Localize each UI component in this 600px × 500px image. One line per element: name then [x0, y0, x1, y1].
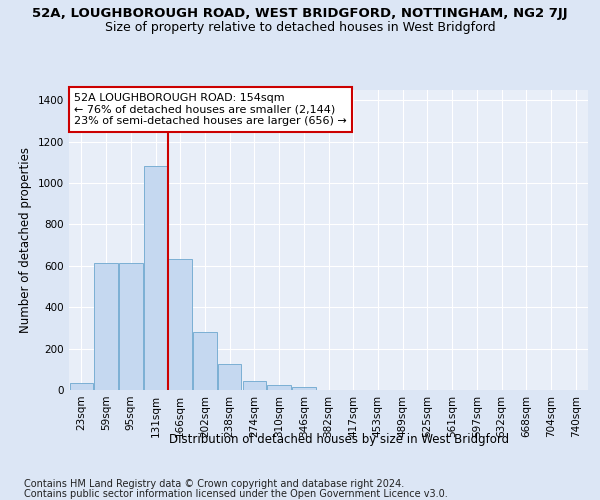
Text: 52A, LOUGHBOROUGH ROAD, WEST BRIDGFORD, NOTTINGHAM, NG2 7JJ: 52A, LOUGHBOROUGH ROAD, WEST BRIDGFORD, …	[32, 8, 568, 20]
Bar	[218, 364, 241, 390]
Bar	[268, 385, 291, 390]
Bar	[94, 263, 118, 390]
Bar	[70, 384, 93, 390]
Text: Size of property relative to detached houses in West Bridgford: Size of property relative to detached ho…	[104, 21, 496, 34]
Bar	[144, 166, 167, 390]
Text: 52A LOUGHBOROUGH ROAD: 154sqm
← 76% of detached houses are smaller (2,144)
23% o: 52A LOUGHBOROUGH ROAD: 154sqm ← 76% of d…	[74, 93, 347, 126]
Text: Contains HM Land Registry data © Crown copyright and database right 2024.: Contains HM Land Registry data © Crown c…	[24, 479, 404, 489]
Text: Contains public sector information licensed under the Open Government Licence v3: Contains public sector information licen…	[24, 489, 448, 499]
Text: Distribution of detached houses by size in West Bridgford: Distribution of detached houses by size …	[169, 432, 509, 446]
Bar	[242, 380, 266, 390]
Bar	[193, 332, 217, 390]
Y-axis label: Number of detached properties: Number of detached properties	[19, 147, 32, 333]
Bar	[119, 263, 143, 390]
Bar	[292, 387, 316, 390]
Bar	[169, 258, 192, 390]
